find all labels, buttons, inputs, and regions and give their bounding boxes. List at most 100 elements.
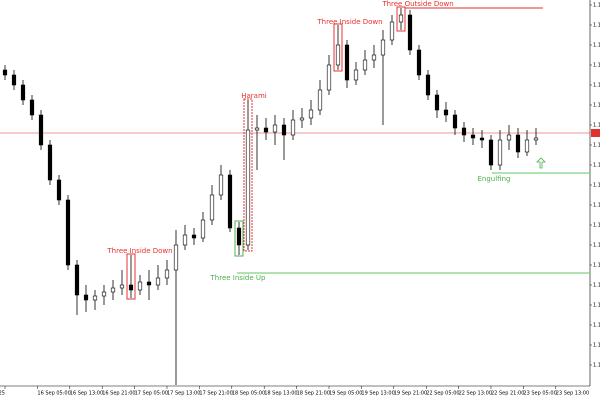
candle-body — [461, 127, 467, 136]
candle-body — [470, 134, 476, 139]
x-tick-label: 19 Sep 13:00 — [361, 391, 394, 397]
candle-body — [488, 139, 494, 166]
candle-body — [506, 134, 512, 141]
x-tick-label: 18 Sep 05:00 — [232, 391, 265, 397]
candle-body — [65, 199, 71, 266]
candle-body — [128, 284, 134, 291]
y-tick-label: 1.1020 — [593, 363, 600, 369]
candle-body — [407, 14, 413, 51]
candle-body — [2, 69, 8, 76]
candle-body — [452, 114, 458, 129]
y-tick-label: 1.1360 — [593, 23, 600, 29]
candle-body — [47, 144, 53, 181]
x-tick-label: 23 Sep 13:00 — [556, 391, 589, 397]
y-tick-label: 1.1340 — [593, 43, 600, 49]
candle-body — [38, 114, 44, 146]
candle-body — [218, 174, 224, 196]
x-tick-label: 22 Sep 13:00 — [459, 391, 492, 397]
candle-body — [515, 134, 521, 153]
pattern-label: Engulfing — [478, 175, 511, 183]
y-tick-label: 1.1300 — [593, 83, 600, 89]
y-tick-label: 1.1180 — [593, 203, 600, 209]
candle-body — [317, 89, 323, 111]
candle-body — [29, 99, 35, 116]
bid-marker — [591, 129, 600, 137]
candle-body — [389, 21, 395, 41]
candle-body — [416, 49, 422, 76]
candle-body — [398, 14, 404, 23]
x-tick-label: 18 Sep 21:00 — [297, 391, 330, 397]
candle-body — [20, 84, 26, 101]
pattern-box — [234, 220, 244, 257]
y-tick-label: 1.1160 — [593, 223, 600, 229]
pattern-label: Three Inside Up — [210, 274, 266, 282]
pattern-label: Three Inside Down — [316, 18, 382, 26]
candle-body — [524, 139, 530, 153]
candle-body — [164, 269, 170, 279]
candle-body — [326, 64, 332, 91]
candle-body — [182, 234, 188, 246]
candle-body — [263, 127, 269, 133]
x-tick-label: 17 Sep 13:00 — [167, 391, 200, 397]
candle-body — [173, 244, 179, 271]
pattern-box — [333, 23, 343, 72]
x-tick-label: 19 Sep 21:00 — [394, 391, 427, 397]
candle-body — [11, 74, 17, 86]
candle-body — [254, 127, 260, 131]
candle-body — [443, 109, 449, 116]
y-tick-label: 1.1200 — [593, 183, 600, 189]
candle-body — [191, 234, 197, 239]
y-tick-label: 1.1080 — [593, 303, 600, 309]
y-tick-label: 1.1320 — [593, 63, 600, 69]
y-tick-label: 1.1120 — [593, 263, 600, 269]
candle-body — [146, 281, 152, 286]
y-tick-label: 1.1220 — [593, 163, 600, 169]
candle-body — [101, 291, 107, 297]
candle-body — [308, 109, 314, 119]
candle-body — [245, 129, 251, 246]
candle-body — [236, 227, 242, 246]
candle-body — [119, 284, 125, 289]
y-tick-label: 1.1040 — [593, 343, 600, 349]
candle-body — [272, 124, 278, 133]
candle-body — [92, 295, 98, 301]
x-tick-label: 17 Sep 21:00 — [199, 391, 232, 397]
candle-body — [353, 69, 359, 81]
candle-body — [137, 281, 143, 291]
candle-body — [110, 287, 116, 293]
x-tick-label: 17 Sep 05:00 — [135, 391, 168, 397]
x-tick-label: 22 Sep 21:00 — [491, 391, 524, 397]
candle-body — [56, 179, 62, 201]
candle-body — [371, 54, 377, 61]
y-tick-label: 1.1380 — [593, 3, 600, 9]
candle-body — [83, 294, 89, 301]
candle-body — [533, 137, 539, 141]
candle-body — [281, 124, 287, 136]
candle-body — [425, 74, 431, 96]
signal-arrow — [536, 157, 546, 169]
y-tick-label: 1.1100 — [593, 283, 600, 289]
y-tick-label: 1.1060 — [593, 323, 600, 329]
x-tick-label: 18 Sep 13:00 — [264, 391, 297, 397]
pattern-label: Three Inside Down — [106, 247, 172, 255]
pattern-box — [126, 253, 136, 300]
candle-body — [380, 39, 386, 56]
candle-body — [479, 137, 485, 141]
pattern-label: Harami — [241, 92, 267, 100]
candle-body — [434, 94, 440, 111]
x-tick-label: 16 Sep 05:00 — [37, 391, 70, 397]
candle-body — [155, 277, 161, 286]
candle-body — [200, 219, 206, 239]
x-tick-label: 22 Sep 05:00 — [426, 391, 459, 397]
y-tick-label: 1.1260 — [593, 123, 600, 129]
candle-body — [362, 59, 368, 71]
y-tick-label: 1.1280 — [593, 103, 600, 109]
candle-body — [227, 174, 233, 229]
candle-body — [299, 117, 305, 121]
pattern-box — [396, 6, 406, 32]
candle-body — [335, 44, 341, 66]
candle-body — [344, 44, 350, 81]
candle-body — [497, 139, 503, 166]
